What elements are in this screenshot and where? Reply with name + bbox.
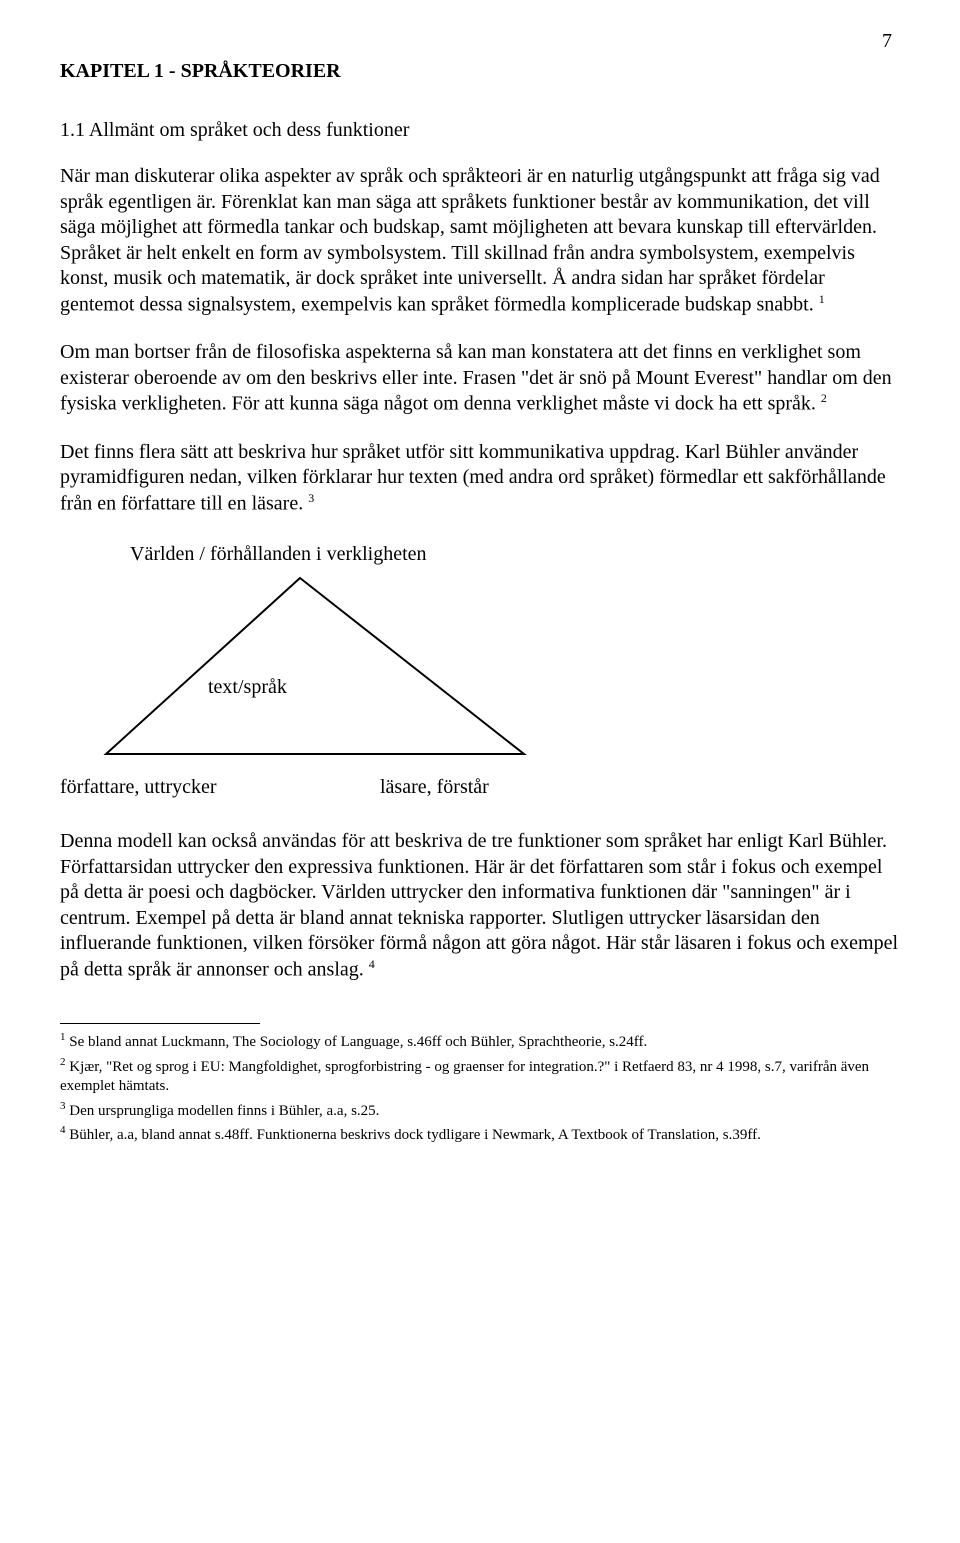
footnote-3-text: Den ursprungliga modellen finns i Bühler… <box>66 1103 380 1119</box>
paragraph-1: När man diskuterar olika aspekter av spr… <box>60 164 900 318</box>
triangle-svg <box>100 572 530 762</box>
footnote-4-text: Bühler, a.a, bland annat s.48ff. Funktio… <box>66 1127 761 1143</box>
paragraph-1-text: När man diskuterar olika aspekter av spr… <box>60 165 880 316</box>
footnote-4: 4 Bühler, a.a, bland annat s.48ff. Funkt… <box>60 1123 900 1146</box>
diagram-bottom-labels: författare, uttrycker läsare, förstår <box>60 776 900 799</box>
diagram-bottom-left: författare, uttrycker <box>60 776 380 799</box>
footnote-1: 1 Se bland annat Luckmann, The Sociology… <box>60 1030 900 1053</box>
paragraph-4: Denna modell kan också användas för att … <box>60 829 900 983</box>
footnote-ref-4: 4 <box>369 957 375 971</box>
diagram-inner-label: text/språk <box>208 676 287 699</box>
paragraph-3: Det finns flera sätt att beskriva hur sp… <box>60 440 900 517</box>
diagram-bottom-right: läsare, förstår <box>380 776 489 799</box>
diagram-top-label: Världen / förhållanden i verkligheten <box>130 543 900 566</box>
footnote-2-text: Kjær, "Ret og sprog i EU: Mangfoldighet,… <box>60 1059 869 1095</box>
chapter-title: KAPITEL 1 - SPRÅKTEORIER <box>60 60 900 83</box>
triangle-shape: text/språk <box>100 572 530 762</box>
paragraph-2: Om man bortser från de filosofiska aspek… <box>60 340 900 417</box>
page-number: 7 <box>882 30 892 53</box>
paragraph-2-text: Om man bortser från de filosofiska aspek… <box>60 341 892 415</box>
footnote-1-text: Se bland annat Luckmann, The Sociology o… <box>66 1034 648 1050</box>
footnote-2: 2 Kjær, "Ret og sprog i EU: Mangfoldighe… <box>60 1055 900 1097</box>
document-page: 7 KAPITEL 1 - SPRÅKTEORIER 1.1 Allmänt o… <box>0 0 960 1543</box>
paragraph-3-text: Det finns flera sätt att beskriva hur sp… <box>60 441 886 515</box>
footnote-3: 3 Den ursprungliga modellen finns i Bühl… <box>60 1099 900 1122</box>
footnote-ref-3: 3 <box>308 491 314 505</box>
buehler-diagram: Världen / förhållanden i verkligheten te… <box>60 543 900 799</box>
footnote-ref-1: 1 <box>819 292 825 306</box>
footnote-separator <box>60 1023 260 1024</box>
paragraph-4-text: Denna modell kan också användas för att … <box>60 830 898 981</box>
footnote-ref-2: 2 <box>821 391 827 405</box>
section-title: 1.1 Allmänt om språket och dess funktion… <box>60 119 900 142</box>
